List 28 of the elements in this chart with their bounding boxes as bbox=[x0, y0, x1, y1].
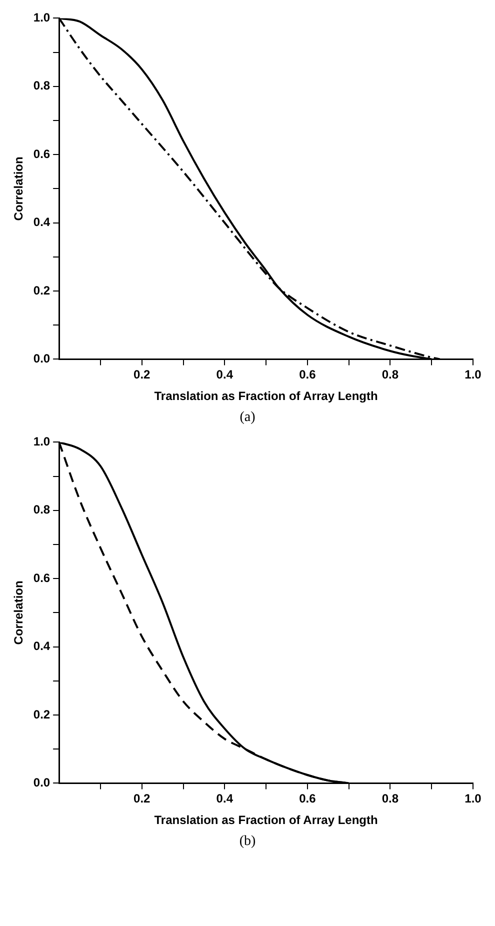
x-tick-label: 0.4 bbox=[216, 792, 234, 806]
y-tick-label: 1.0 bbox=[33, 434, 50, 449]
y-tick-label: 0.6 bbox=[33, 146, 50, 161]
x-axis-title: Translation as Fraction of Array Length bbox=[154, 389, 378, 404]
x-tick-label: 0.6 bbox=[299, 792, 316, 806]
y-tick-label: 0.4 bbox=[33, 215, 50, 230]
x-tick-label: 0.8 bbox=[382, 368, 399, 382]
y-tick-label: 0.0 bbox=[33, 352, 50, 366]
x-tick-label: 1.0 bbox=[464, 368, 482, 382]
y-axis-title: Correlation bbox=[12, 156, 26, 221]
x-tick-label: 0.4 bbox=[216, 368, 234, 382]
y-tick-label: 0.2 bbox=[33, 283, 50, 298]
y-tick-label: 0.8 bbox=[33, 78, 50, 93]
y-tick-label: 0.8 bbox=[33, 502, 50, 517]
x-tick-label: 0.8 bbox=[382, 792, 399, 806]
x-tick-label: 0.2 bbox=[134, 792, 151, 806]
text: (b) bbox=[238, 834, 257, 850]
y-tick-label: 1.0 bbox=[33, 10, 50, 25]
y-tick-label: 0.4 bbox=[33, 639, 50, 654]
x-tick-label: 0.6 bbox=[299, 368, 316, 382]
y-tick-label: 0.0 bbox=[33, 776, 50, 790]
x-tick-label: 0.2 bbox=[134, 368, 151, 382]
y-tick-label: 0.6 bbox=[33, 570, 50, 585]
y-tick-label: 0.2 bbox=[33, 707, 50, 722]
y-axis-title: Correlation bbox=[12, 580, 26, 645]
x-tick-label: 1.0 bbox=[464, 792, 482, 806]
x-axis-title: Translation as Fraction of Array Length bbox=[154, 813, 378, 828]
text: (a) bbox=[238, 410, 256, 426]
